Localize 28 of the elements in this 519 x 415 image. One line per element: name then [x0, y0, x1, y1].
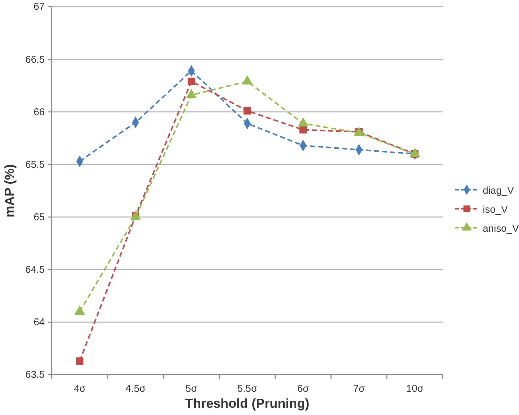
- x-tick-label: 4σ: [74, 384, 87, 396]
- y-tick-label: 65.5: [26, 160, 46, 171]
- point: [188, 78, 196, 86]
- x-tick-label: 5σ: [186, 384, 198, 396]
- point: [242, 75, 253, 85]
- x-tick-label: 4.5σ: [126, 384, 147, 396]
- x-tick-label: 5.5σ: [237, 384, 258, 396]
- point: [410, 148, 420, 158]
- legend-label: diag_V: [483, 186, 514, 197]
- point: [74, 306, 86, 316]
- point: [76, 358, 84, 366]
- legend-label: iso_V: [483, 205, 508, 216]
- y-tick-label: 67: [34, 2, 46, 14]
- x-tick-label: 6σ: [297, 384, 310, 396]
- y-tick-label: 65: [34, 212, 46, 224]
- x-tick-label: 10σ: [406, 384, 425, 396]
- y-tick-label: 64: [34, 318, 46, 329]
- y-tick-label: 63.5: [26, 370, 46, 382]
- y-tick-label: 66.5: [26, 54, 46, 66]
- point: [186, 89, 198, 98]
- x-axis-title: Threshold (Pruning): [185, 396, 310, 411]
- legend-label: aniso_V: [483, 224, 519, 235]
- point: [298, 118, 309, 127]
- y-tick-label: 66: [34, 107, 46, 118]
- point: [244, 107, 252, 115]
- y-tick-label: 64.5: [26, 265, 46, 276]
- y-axis-title: mAP (%): [2, 164, 17, 218]
- x-tick-label: 7σ: [353, 384, 366, 396]
